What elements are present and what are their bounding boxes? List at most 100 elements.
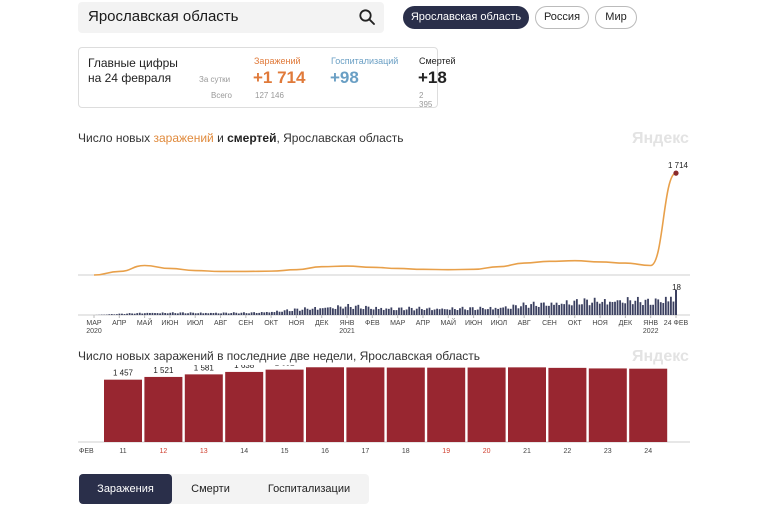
deaths-bar <box>331 308 334 315</box>
chart1-tick-label: СЕН <box>542 320 557 327</box>
chart2-title: Число новых заражений в последние две не… <box>78 349 481 363</box>
deaths-bar <box>260 312 263 315</box>
tab-deaths[interactable]: Смерти <box>191 483 230 495</box>
deaths-bar <box>146 312 149 315</box>
bar-day-label: 11 <box>119 448 126 455</box>
chart1-tick-year: 2021 <box>339 328 355 335</box>
deaths-bar <box>184 313 187 315</box>
deaths-bar <box>291 311 294 315</box>
chart1-tick-label: ИЮН <box>161 320 178 327</box>
deaths-bar <box>479 306 482 315</box>
bar-value-label: 1 521 <box>153 366 174 375</box>
region-tab-world[interactable]: Мир <box>595 6 637 29</box>
deaths-bar <box>527 307 530 315</box>
deaths-bar <box>220 313 222 315</box>
deaths-bar <box>568 304 571 315</box>
deaths-bar <box>451 307 454 315</box>
summary-title: Главные цифры на 24 февраля <box>88 56 178 85</box>
deaths-bar <box>301 309 304 315</box>
yandex-watermark-2: Яндекс <box>632 348 689 365</box>
bar-day-label: 23 <box>604 448 612 455</box>
deaths-bar <box>187 313 189 315</box>
tab-hospitalizations[interactable]: Госпитализации <box>267 483 351 495</box>
search-icon[interactable] <box>358 8 376 26</box>
deaths-bar <box>237 313 240 315</box>
deaths-bar <box>400 307 403 315</box>
deaths-bar <box>240 312 243 315</box>
deaths-bar <box>558 305 560 315</box>
deaths-bar <box>540 302 543 315</box>
chart1-title-infections: заражений <box>153 131 214 145</box>
deaths-bar <box>537 306 540 315</box>
deaths-bar <box>207 313 210 315</box>
deaths-bar <box>570 305 573 315</box>
deaths-bar <box>265 311 268 315</box>
deaths-bar <box>456 310 459 315</box>
deaths-bar <box>210 312 212 315</box>
tab-infections[interactable]: Заражения <box>79 474 172 504</box>
bar-20 <box>467 367 506 442</box>
deaths-bar <box>192 312 195 315</box>
deaths-bar <box>232 312 235 315</box>
deaths-bar <box>311 308 314 315</box>
deaths-bar <box>578 304 581 315</box>
hospital-day-value: +98 <box>330 68 359 87</box>
bar-15 <box>265 369 304 442</box>
deaths-bar <box>499 307 502 315</box>
deaths-bar <box>161 312 164 315</box>
chart1-tick-label: ИЮЛ <box>491 320 508 327</box>
deaths-bar <box>357 304 360 315</box>
deaths-bar <box>273 312 276 315</box>
chart1-tick-label: ЯНВ <box>643 320 658 327</box>
deaths-bar <box>514 305 517 315</box>
summary-card: Главные цифры на 24 февраля За сутки Все… <box>78 47 456 109</box>
deaths-bar <box>616 300 619 315</box>
deaths-bar <box>583 298 586 315</box>
deaths-bar <box>461 306 464 315</box>
deaths-bar <box>382 309 385 315</box>
deaths-bar <box>385 308 388 315</box>
region-tab-yaroslavl[interactable]: Ярославская область <box>403 6 529 29</box>
deaths-bar <box>459 308 461 315</box>
deaths-bar <box>204 312 207 315</box>
deaths-bar-last <box>675 289 677 315</box>
deaths-bar <box>502 307 505 315</box>
deaths-bar <box>654 298 657 315</box>
chart1-tick-label: МАЙ <box>137 318 153 327</box>
deaths-bar <box>636 296 639 315</box>
region-tab-russia[interactable]: Россия <box>535 6 589 29</box>
deaths-bar <box>230 313 233 315</box>
deaths-bar <box>248 313 250 315</box>
deaths-bar <box>629 300 632 315</box>
deaths-bar <box>522 302 525 315</box>
deaths-bar <box>553 304 555 315</box>
deaths-bar <box>573 300 576 315</box>
deaths-label: Смертей <box>419 56 456 66</box>
bar-11 <box>104 379 142 442</box>
deaths-bar <box>212 313 215 315</box>
deaths-bar <box>202 313 205 315</box>
deaths-bar <box>235 312 238 315</box>
chart1-title: Число новых заражений и смертей, Ярослав… <box>78 131 404 145</box>
search-input[interactable]: Ярославская область <box>88 8 239 25</box>
deaths-bar <box>306 308 309 315</box>
deaths-bar <box>672 301 675 315</box>
deaths-bar <box>123 314 126 315</box>
search-bar[interactable]: Ярославская область <box>78 2 384 33</box>
deaths-bar <box>418 306 421 315</box>
bar-day-label: 18 <box>402 448 410 455</box>
deaths-bar <box>606 304 609 315</box>
deaths-bar <box>466 310 469 315</box>
deaths-bar <box>194 313 197 315</box>
bar-value-label: 1 638 <box>234 365 255 370</box>
deaths-bar <box>535 305 538 315</box>
deaths-bar <box>601 301 604 315</box>
deaths-bar <box>354 305 357 315</box>
chart1-tick-label: АВГ <box>518 320 531 327</box>
bar-day-label: 14 <box>240 448 248 455</box>
deaths-bar <box>253 312 256 315</box>
deaths-bar <box>667 301 670 315</box>
deaths-bar <box>392 310 395 315</box>
deaths-bar <box>476 309 479 315</box>
chart1-tick-label: НОЯ <box>289 320 304 327</box>
